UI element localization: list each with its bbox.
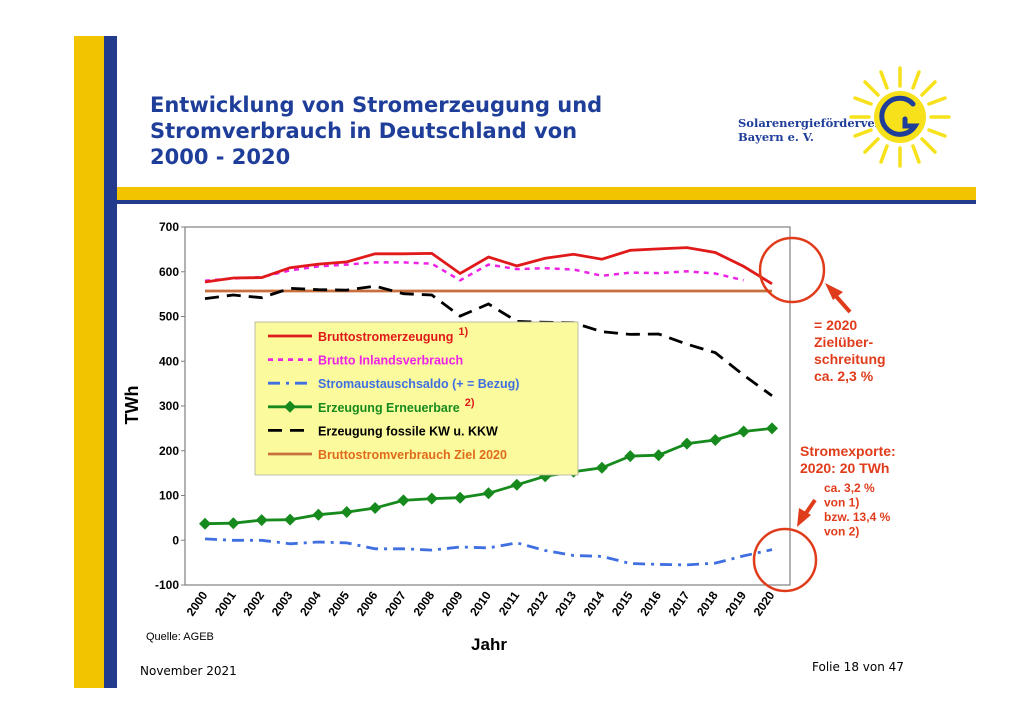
footer-date: November 2021 xyxy=(140,664,237,678)
exports-share-line: von 2) xyxy=(824,525,859,539)
x-tick-label: 2004 xyxy=(297,588,324,618)
exports-annotation-line: 2020: 20 TWh xyxy=(800,460,889,476)
x-tick-label: 2018 xyxy=(694,588,721,618)
title-divider-yellow xyxy=(117,187,976,200)
data-point-marker xyxy=(709,434,722,447)
legend-label: Brutto Inlandsverbrauch xyxy=(318,354,463,368)
x-tick-label: 2010 xyxy=(467,588,494,618)
organization-name: Solarenergieförderverein Bayern e. V. xyxy=(738,116,901,144)
exports-share-line: bzw. 13,4 % xyxy=(824,510,891,524)
data-point-marker xyxy=(482,487,495,500)
x-tick-label: 2016 xyxy=(637,588,664,618)
series-layer xyxy=(199,246,778,567)
x-axis-label: Jahr xyxy=(471,635,507,654)
data-point-marker xyxy=(397,494,410,507)
x-tick-label: 2001 xyxy=(212,588,239,618)
x-tick-label: 2014 xyxy=(581,588,608,618)
x-tick-label: 2019 xyxy=(722,588,749,618)
footer-page-number: Folie 18 von 47 xyxy=(812,660,904,674)
legend-label: Erzeugung Erneuerbare 2) xyxy=(318,397,475,415)
legend: Bruttostromerzeugung 1) Brutto Inlandsverb… xyxy=(254,321,579,476)
export-highlight-circle xyxy=(752,527,818,593)
left-accent-bar-yellow xyxy=(74,36,104,688)
legend-superscript: 1) xyxy=(458,326,468,338)
x-tick-label: 2017 xyxy=(666,588,693,618)
series-line-0 xyxy=(204,246,773,285)
legend-label: Erzeugung fossile KW u. KKW xyxy=(318,424,498,438)
exports-share-line: von 1) xyxy=(824,496,859,510)
data-point-marker xyxy=(680,437,693,450)
legend-label: Stromaustauschsaldo (+ = Bezug) xyxy=(318,377,519,391)
y-tick-label: 700 xyxy=(159,220,179,234)
legend-superscript: 2) xyxy=(465,397,475,409)
target-annotation-line: = 2020 xyxy=(814,317,857,333)
x-tick-label: 2012 xyxy=(524,588,551,618)
title-divider-blue xyxy=(117,200,976,204)
data-point-marker xyxy=(425,492,438,505)
legend-box xyxy=(254,321,579,476)
target-highlight-circle xyxy=(758,236,826,304)
slide-title-line-1: Entwicklung von Stromerzeugung und xyxy=(150,93,603,117)
y-tick-label: 500 xyxy=(159,310,179,324)
x-tick-label: 2006 xyxy=(354,588,381,618)
arrow-head-icon xyxy=(825,283,843,300)
data-point-marker xyxy=(652,449,665,462)
x-tick-label: 2005 xyxy=(325,588,352,618)
legend-marker xyxy=(284,400,296,413)
left-accent-bar-blue xyxy=(104,36,117,688)
x-tick-label: 2002 xyxy=(240,588,267,618)
data-point-marker xyxy=(199,517,211,530)
sun-logo-icon xyxy=(849,66,951,168)
data-point-marker xyxy=(227,517,240,530)
y-tick-label: -100 xyxy=(155,578,179,592)
legend-label: Bruttostromerzeugung 1) xyxy=(318,326,469,344)
x-axis-ticks: 2000 2001 2002 2003 2004 2005 2006 2007 2008 2009… xyxy=(184,588,778,618)
data-point-marker xyxy=(340,506,353,519)
x-tick-label: 2008 xyxy=(410,588,437,618)
legend-label: Bruttostromverbrauch Ziel 2020 xyxy=(318,448,507,462)
data-point-marker xyxy=(284,513,297,526)
exports-annotation-line: Stromexporte: xyxy=(800,443,896,459)
series-line-1 xyxy=(204,261,744,282)
data-point-marker xyxy=(737,425,750,438)
data-point-marker xyxy=(766,422,778,435)
data-point-marker xyxy=(624,450,637,463)
source-note: Quelle: AGEB xyxy=(146,631,214,643)
y-tick-label: 100 xyxy=(159,489,179,503)
series-line-4 xyxy=(204,284,773,397)
slide-title-line-2: Stromverbrauch in Deutschland von xyxy=(150,119,578,143)
x-tick-label: 2007 xyxy=(382,588,409,618)
y-tick-label: 400 xyxy=(159,354,179,368)
y-tick-label: 0 xyxy=(172,533,179,547)
exports-share-line: ca. 3,2 % xyxy=(824,481,875,495)
slide-title-line-3: 2000 - 2020 xyxy=(150,145,291,169)
organization-name-line-2: Bayern e. V. xyxy=(738,130,814,144)
data-point-marker xyxy=(595,461,608,474)
x-tick-label: 2013 xyxy=(552,588,579,618)
data-point-marker xyxy=(510,478,523,491)
data-point-marker xyxy=(255,514,268,527)
y-tick-label: 200 xyxy=(159,444,179,458)
x-tick-label: 2003 xyxy=(269,588,296,618)
y-tick-label: 300 xyxy=(159,399,179,413)
x-tick-label: 2009 xyxy=(439,588,466,618)
organization-name-line-1: Solarenergieförderverein xyxy=(738,116,901,130)
data-point-marker xyxy=(369,502,382,515)
target-annotation-line: Zielüber- xyxy=(814,334,873,350)
target-annotation-line: ca. 2,3 % xyxy=(814,368,874,384)
x-tick-label: 2011 xyxy=(496,588,523,618)
target-annotation-line: schreitung xyxy=(814,351,886,367)
x-tick-label: 2000 xyxy=(184,588,211,618)
y-axis-label: TWh xyxy=(122,386,142,425)
x-tick-label: 2020 xyxy=(751,588,778,618)
y-axis-ticks: 700 600 500 400 300 200 100 0 -100 xyxy=(155,220,185,592)
data-point-marker xyxy=(454,491,467,504)
x-tick-label: 2015 xyxy=(609,588,636,618)
y-tick-label: 600 xyxy=(159,265,179,279)
data-point-marker xyxy=(312,508,325,521)
slide-title: Entwicklung von Stromerzeugung und Strom… xyxy=(150,92,650,170)
arrow-head-icon xyxy=(797,508,811,527)
